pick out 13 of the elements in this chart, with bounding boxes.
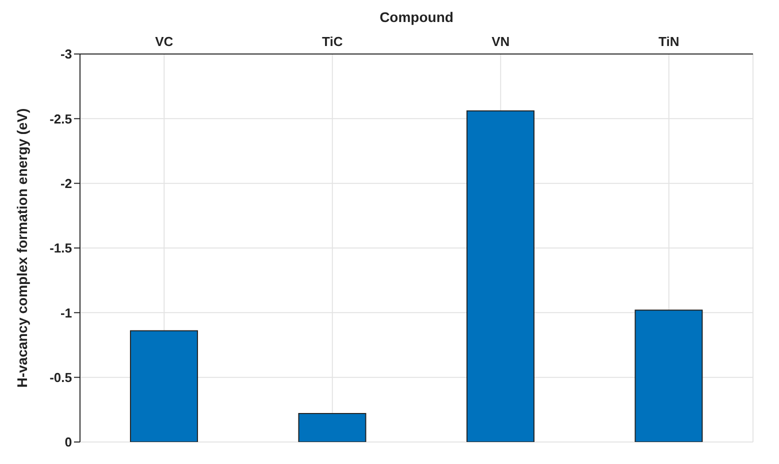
y-axis-title: H-vacancy complex formation energy (eV) [14, 108, 30, 388]
y-tick-label: -1 [60, 305, 72, 320]
y-tick-label: 0 [64, 434, 72, 450]
y-tick-label: -2 [60, 176, 72, 191]
x-tick-label: VN [492, 34, 510, 49]
x-axis-title: Compound [380, 8, 454, 25]
x-tick-label: TiC [322, 34, 344, 49]
y-tick-label: -2.5 [50, 111, 72, 126]
y-tick-label: -1.5 [50, 240, 72, 256]
y-tick-label: -3 [60, 46, 72, 62]
x-tick-label: TiN [658, 34, 680, 49]
x-tick-label: VC [155, 34, 174, 49]
y-tick-label: -0.5 [50, 370, 72, 385]
